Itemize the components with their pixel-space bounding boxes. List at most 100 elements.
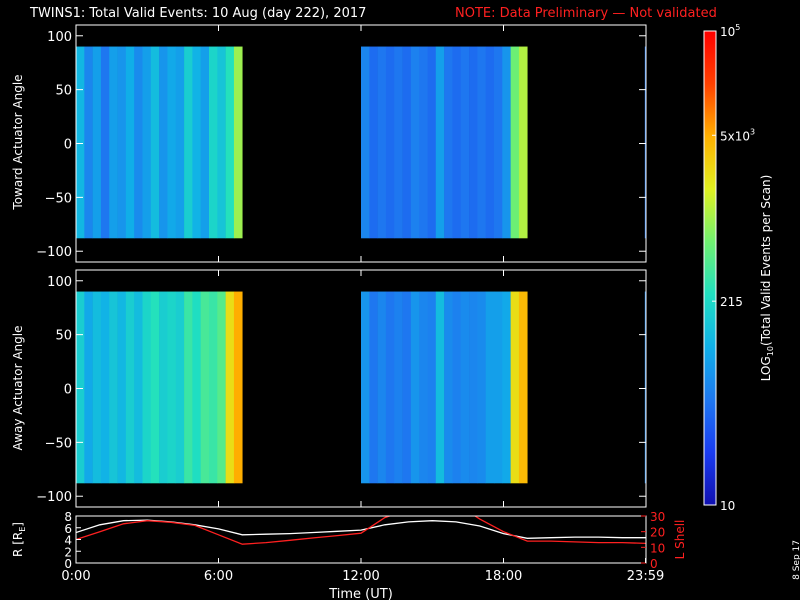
colorbar-tick-base: 5x10 [720, 129, 750, 143]
xtick-label: 6:00 [204, 569, 233, 584]
ytick-label: −50 [45, 191, 72, 206]
heatmap-cell [419, 291, 428, 484]
heatmap-cell [460, 291, 470, 484]
panel3-y2label: L Shell [673, 520, 687, 560]
heatmap-cell [192, 291, 201, 484]
panel3-ylabel-main: R [R [11, 532, 25, 557]
heatmap-cell [209, 46, 218, 239]
heatmap-cell [510, 291, 520, 484]
ytick-label: 100 [47, 30, 72, 45]
colorbar-tick-base: 215 [720, 295, 743, 309]
heatmap-cell [427, 291, 437, 484]
heatmap-cell [444, 46, 453, 239]
heatmap-cell [167, 291, 177, 484]
series-line-1 [76, 519, 646, 539]
ytick-label: 100 [47, 275, 72, 290]
heatmap-cell [225, 291, 235, 484]
panel-frame [75, 515, 647, 564]
ytick-label: 0 [64, 383, 72, 398]
ytick-label: −100 [36, 245, 72, 260]
heatmap-cell [200, 46, 210, 239]
ytick-label: 50 [55, 84, 72, 99]
chart-title: TWINS1: Total Valid Events: 10 Aug (day … [30, 6, 367, 21]
heatmap-cell [494, 46, 503, 239]
xtick-label: 0:00 [61, 569, 90, 584]
heatmap-cell [134, 46, 143, 239]
heatmap-cell [385, 291, 395, 484]
colorbar-tick-exp: 3 [750, 127, 755, 136]
heatmap-cell [225, 46, 235, 239]
colorbar [704, 31, 716, 505]
heatmap-cell [84, 46, 93, 239]
xtick-label: 12:00 [342, 569, 379, 584]
heatmap-cell [142, 291, 152, 484]
heatmap-cell [209, 291, 218, 484]
heatmap-cell [485, 291, 495, 484]
panel3-ylabel: R [RE] [11, 522, 27, 557]
heatmap-cell [109, 46, 118, 239]
heatmap-cell [394, 46, 403, 239]
heatmap-cell [125, 46, 135, 239]
heatmap-cell [117, 291, 127, 484]
panel3-ylabel-end: ] [11, 522, 25, 527]
colorbar-tick-base: 10 [720, 25, 735, 39]
panel-2: 100 50 0 −50 −100 [36, 269, 647, 508]
heatmap-cell [167, 46, 177, 239]
heatmap-cell [84, 291, 93, 484]
heatmap-cell [377, 46, 387, 239]
ytick-label: 6 [64, 522, 72, 536]
heatmap-cell [460, 46, 470, 239]
heatmap-cell [502, 46, 511, 239]
heatmap-cell [518, 46, 528, 239]
heatmap-cell [369, 291, 378, 484]
heatmap-cell [142, 46, 152, 239]
heatmap-cell [159, 291, 168, 484]
heatmap-cell [485, 46, 495, 239]
heatmap-cell [217, 291, 226, 484]
ytick-label: 50 [55, 329, 72, 344]
heatmap-cell [452, 46, 462, 239]
colorbar-tick-label: 10 [720, 499, 735, 513]
heatmap-cell [117, 46, 127, 239]
heatmap-cell [494, 291, 503, 484]
y2tick-label: 0 [650, 557, 658, 571]
heatmap-cell [361, 46, 370, 239]
ytick-label: −50 [45, 436, 72, 451]
colorbar-label-sub: 10 [766, 346, 775, 356]
series-line-2 [76, 516, 646, 545]
heatmap-cell [175, 46, 185, 239]
heatmap-cell [477, 291, 486, 484]
heatmap-cell [76, 46, 85, 239]
heatmap-cell [410, 291, 420, 484]
heatmap-cell [361, 291, 370, 484]
heatmap-cell [435, 291, 445, 484]
heatmap-cell [175, 291, 185, 484]
heatmap-cell [518, 291, 528, 484]
xtick-label: 23:59 [627, 569, 664, 584]
heatmap-cell [184, 46, 193, 239]
heatmap-cell [192, 46, 201, 239]
colorbar-label: LOG10(Total Valid Events per Scan) [759, 175, 775, 382]
ytick-label: 2 [64, 545, 72, 559]
heatmap-cell [452, 291, 462, 484]
heatmap-cell [435, 46, 445, 239]
xaxis-title: Time (UT) [328, 587, 393, 600]
heatmap-cell [233, 291, 243, 484]
heatmap-cell [377, 291, 387, 484]
heatmap-cell [159, 46, 168, 239]
heatmap-cell [92, 291, 102, 484]
heatmap-cell [410, 46, 420, 239]
heatmap-cell [125, 291, 135, 484]
ytick-label: 8 [64, 510, 72, 524]
heatmap-cell [76, 291, 85, 484]
xtick-label: 18:00 [485, 569, 522, 584]
preliminary-note: NOTE: Data Preliminary — Not validated [455, 6, 717, 21]
heatmap-cell [92, 46, 102, 239]
heatmap-cell [200, 291, 210, 484]
heatmap-cell [419, 46, 428, 239]
ytick-label: 0 [64, 138, 72, 153]
colorbar-label-post: (Total Valid Events per Scan) [759, 175, 773, 346]
heatmap-cell [369, 46, 378, 239]
ytick-label: 0 [64, 557, 72, 571]
